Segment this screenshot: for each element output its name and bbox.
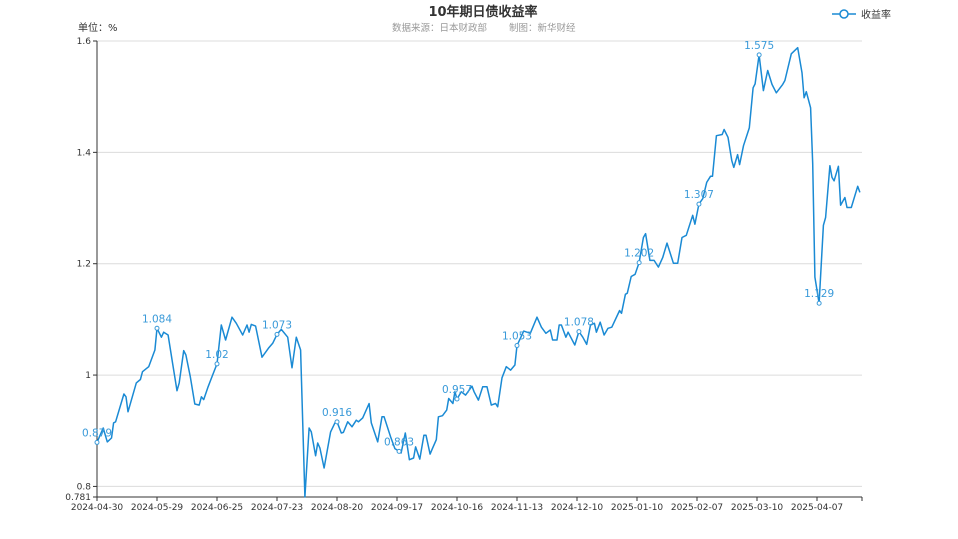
- annotation-label: 1.053: [502, 331, 532, 343]
- chart-title: 10年期日债收益率: [428, 5, 538, 20]
- annotation-marker: [816, 300, 822, 306]
- annotation-marker: [756, 52, 762, 58]
- y-tick-label: 1.6: [77, 37, 92, 47]
- annotation-marker: [636, 260, 642, 266]
- annotation-marker: [274, 331, 280, 337]
- annotation-marker: [94, 439, 100, 445]
- annotation-label: 1.307: [684, 189, 714, 201]
- annotation-marker: [454, 396, 460, 402]
- x-tick-label: 2025-01-10: [611, 503, 664, 513]
- annotation-marker: [334, 419, 340, 425]
- annotation-label: 1.084: [142, 313, 172, 325]
- annotation-label: 1.02: [205, 349, 228, 361]
- unit-label: 单位：%: [78, 23, 118, 34]
- line-circle-icon: [832, 8, 856, 19]
- y-tick-label: 1: [85, 371, 91, 381]
- series-line: [96, 46, 861, 498]
- x-tick-label: 2024-11-13: [491, 503, 543, 513]
- x-tick-label: 2024-05-29: [131, 503, 184, 513]
- annotation-marker: [696, 201, 702, 207]
- x-tick-label: 2025-04-07: [791, 503, 843, 513]
- annotation-label: 1.073: [262, 319, 292, 331]
- chart-subtitle: 数据来源：日本财政部 制图：新华财经: [392, 20, 598, 34]
- x-tick-label: 2024-08-20: [311, 503, 364, 513]
- annotation-marker: [396, 448, 402, 454]
- x-tick-label: 2024-09-17: [371, 503, 423, 513]
- x-tick-label: 2025-02-07: [671, 503, 723, 513]
- legend-item[interactable]: 收益率: [832, 6, 891, 21]
- annotation-marker: [214, 361, 220, 367]
- annotation-label: 1.575: [744, 40, 774, 52]
- y-tick-label: 0.8: [77, 482, 92, 492]
- x-tick-label: 2024-12-10: [551, 503, 604, 513]
- annotation-label: 1.078: [564, 317, 594, 329]
- x-tick-label: 2024-07-23: [251, 503, 303, 513]
- annotation-label: 0.863: [384, 436, 414, 448]
- y-tick-label: 1.4: [77, 148, 92, 158]
- annotation-marker: [576, 329, 582, 335]
- annotation-marker: [154, 325, 160, 331]
- y-tick-label: 0.781: [65, 493, 91, 503]
- y-tick-label: 1.2: [77, 260, 91, 270]
- x-tick-label: 2024-06-25: [191, 503, 243, 513]
- source-text: 数据来源：日本财政部: [392, 23, 488, 34]
- annotation-label: 0.879: [82, 427, 112, 439]
- annotation-marker: [514, 343, 520, 349]
- legend-label: 收益率: [861, 10, 891, 21]
- annotation-label: 0.916: [322, 407, 352, 419]
- annotation-label: 1.202: [624, 248, 654, 260]
- x-tick-label: 2025-03-10: [731, 503, 784, 513]
- annotation-label: 0.957: [442, 384, 472, 396]
- x-tick-label: 2024-10-16: [431, 503, 484, 513]
- annotation-label: 1.129: [804, 288, 834, 300]
- x-tick-label: 2024-04-30: [71, 503, 124, 513]
- series-收益率: [96, 46, 861, 498]
- credit-text: 制图：新华财经: [509, 23, 576, 34]
